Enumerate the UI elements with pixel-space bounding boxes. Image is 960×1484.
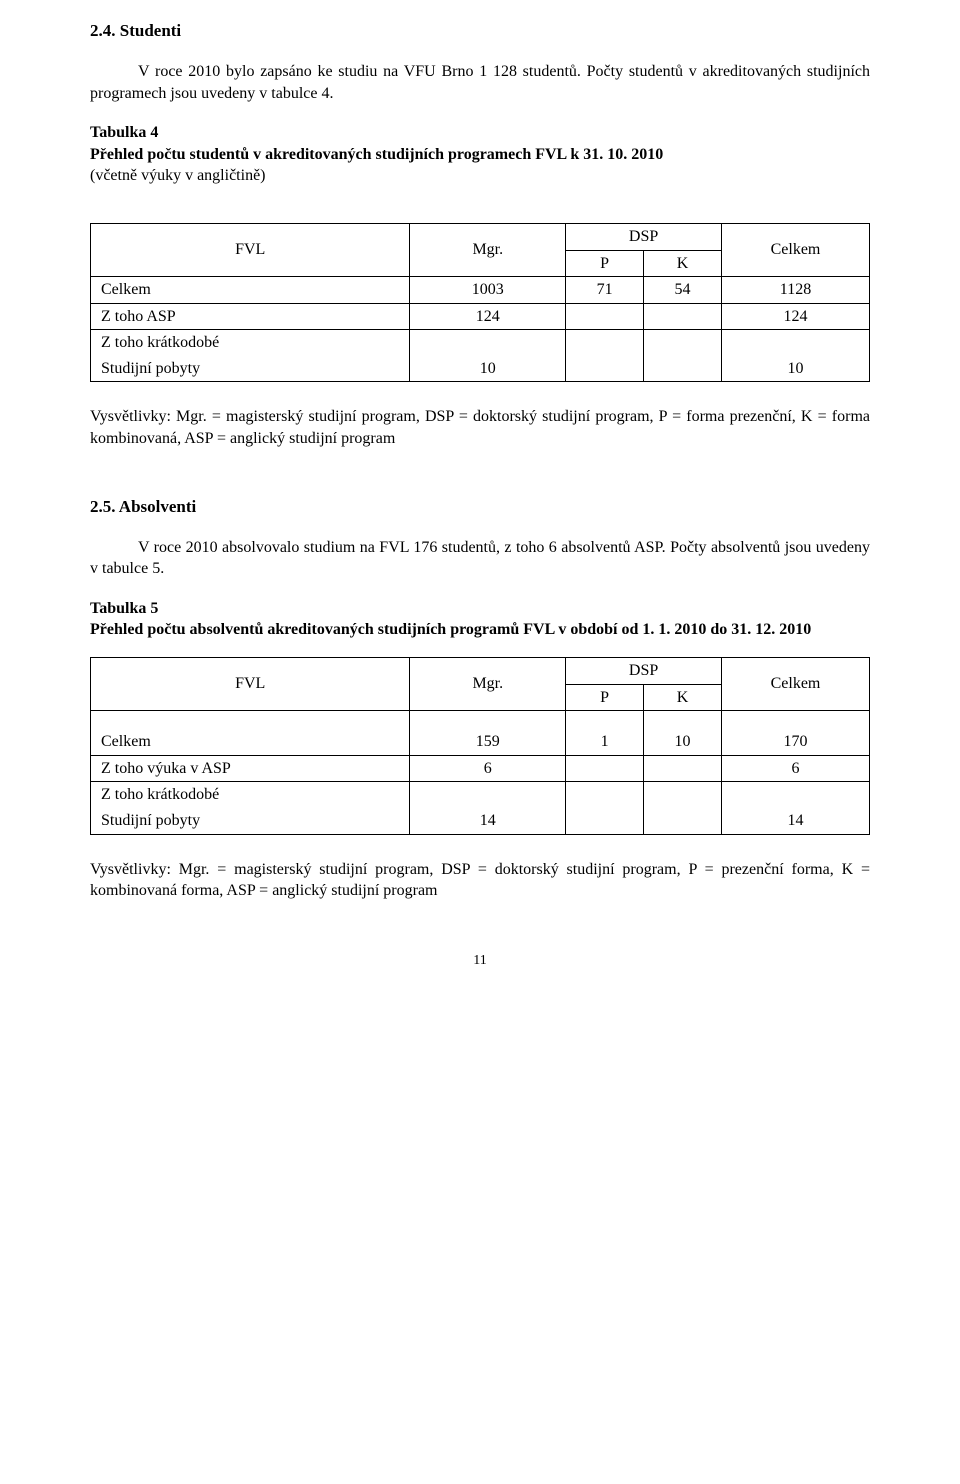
- table4-r1-c5: 124: [721, 303, 869, 330]
- table-row: Z toho ASP 124 124: [91, 303, 870, 330]
- table4-r3-c4: [644, 356, 722, 382]
- table4-r0-c3: 71: [566, 277, 644, 304]
- table5-label: Tabulka 5: [90, 598, 870, 620]
- page-number: 11: [90, 952, 870, 971]
- table-row: Celkem 159 1 10 170: [91, 729, 870, 755]
- table5-h-fvl: FVL: [91, 657, 410, 710]
- table4-caption: Tabulka 4 Přehled počtu studentů v akred…: [90, 122, 870, 187]
- table4-r0-c4: 54: [644, 277, 722, 304]
- table5-h-k: K: [644, 684, 722, 711]
- table-row: Z toho výuka v ASP 6 6: [91, 755, 870, 782]
- table4-h-celkem: Celkem: [721, 223, 869, 276]
- table5-h-mgr: Mgr.: [410, 657, 566, 710]
- table5-r3-label: Studijní pobyty: [91, 808, 410, 834]
- table-row: Studijní pobyty 10 10: [91, 356, 870, 382]
- table5-r1-label: Z toho výuka v ASP: [91, 755, 410, 782]
- table5: FVL Mgr. DSP Celkem P K Celkem 159 1 10 …: [90, 657, 870, 835]
- table4-r1-c3: [566, 303, 644, 330]
- table4-r3-label: Studijní pobyty: [91, 356, 410, 382]
- table5-legend: Vysvětlivky: Mgr. = magisterský studijní…: [90, 859, 870, 902]
- table5-r0-c3: 1: [566, 729, 644, 755]
- table4-h-p: P: [566, 250, 644, 277]
- table5-r2-c2: [410, 782, 566, 808]
- table4-r0-label: Celkem: [91, 277, 410, 304]
- table5-r0-c5: 170: [721, 729, 869, 755]
- table4-legend: Vysvětlivky: Mgr. = magisterský studijní…: [90, 406, 870, 449]
- table5-r1-c2: 6: [410, 755, 566, 782]
- table5-r1-c3: [566, 755, 644, 782]
- table5-r2-c3: [566, 782, 644, 808]
- table5-r3-c3: [566, 808, 644, 834]
- table5-r0-label: Celkem: [91, 729, 410, 755]
- table5-r3-c5: 14: [721, 808, 869, 834]
- table5-spacer: [91, 711, 870, 730]
- table5-r2-label: Z toho krátkodobé: [91, 782, 410, 808]
- table4-r1-c2: 124: [410, 303, 566, 330]
- table4-h-mgr: Mgr.: [410, 223, 566, 276]
- table4-r2-c2: [410, 330, 566, 356]
- table4-r1-label: Z toho ASP: [91, 303, 410, 330]
- table5-r3-c4: [644, 808, 722, 834]
- table5-r0-c2: 159: [410, 729, 566, 755]
- table4: FVL Mgr. DSP Celkem P K Celkem 1003 71 5…: [90, 223, 870, 383]
- table5-h-dsp: DSP: [566, 657, 722, 684]
- table-row: Z toho krátkodobé: [91, 782, 870, 808]
- table-row: Studijní pobyty 14 14: [91, 808, 870, 834]
- table4-h-dsp: DSP: [566, 223, 722, 250]
- table5-header-row1: FVL Mgr. DSP Celkem: [91, 657, 870, 684]
- table5-h-p: P: [566, 684, 644, 711]
- table4-r0-c5: 1128: [721, 277, 869, 304]
- page-container: 2.4. Studenti V roce 2010 bylo zapsáno k…: [0, 0, 960, 1011]
- table4-r0-c2: 1003: [410, 277, 566, 304]
- table5-title: Přehled počtu absolventů akreditovaných …: [90, 619, 870, 641]
- table4-r2-c5: [721, 330, 869, 356]
- table5-r2-c5: [721, 782, 869, 808]
- table4-r3-c5: 10: [721, 356, 869, 382]
- section2-paragraph: V roce 2010 absolvovalo studium na FVL 1…: [90, 537, 870, 580]
- table5-r0-c4: 10: [644, 729, 722, 755]
- table5-r1-c5: 6: [721, 755, 869, 782]
- table4-r2-c4: [644, 330, 722, 356]
- section-heading-absolventi: 2.5. Absolventi: [90, 496, 870, 519]
- table-row: Z toho krátkodobé: [91, 330, 870, 356]
- section1-paragraph: V roce 2010 bylo zapsáno ke studiu na VF…: [90, 61, 870, 104]
- table4-r1-c4: [644, 303, 722, 330]
- table4-r3-c2: 10: [410, 356, 566, 382]
- table-row: Celkem 1003 71 54 1128: [91, 277, 870, 304]
- table4-label: Tabulka 4: [90, 122, 870, 144]
- table5-caption: Tabulka 5 Přehled počtu absolventů akred…: [90, 598, 870, 641]
- table4-h-k: K: [644, 250, 722, 277]
- table4-r3-c3: [566, 356, 644, 382]
- table4-title: Přehled počtu studentů v akreditovaných …: [90, 144, 870, 166]
- table5-h-celkem: Celkem: [721, 657, 869, 710]
- table4-note: (včetně výuky v angličtině): [90, 165, 870, 187]
- table5-r1-c4: [644, 755, 722, 782]
- table4-r2-c3: [566, 330, 644, 356]
- section-heading-studenti: 2.4. Studenti: [90, 20, 870, 43]
- table4-header-row1: FVL Mgr. DSP Celkem: [91, 223, 870, 250]
- table4-h-fvl: FVL: [91, 223, 410, 276]
- table5-r2-c4: [644, 782, 722, 808]
- table4-r2-label: Z toho krátkodobé: [91, 330, 410, 356]
- table5-r3-c2: 14: [410, 808, 566, 834]
